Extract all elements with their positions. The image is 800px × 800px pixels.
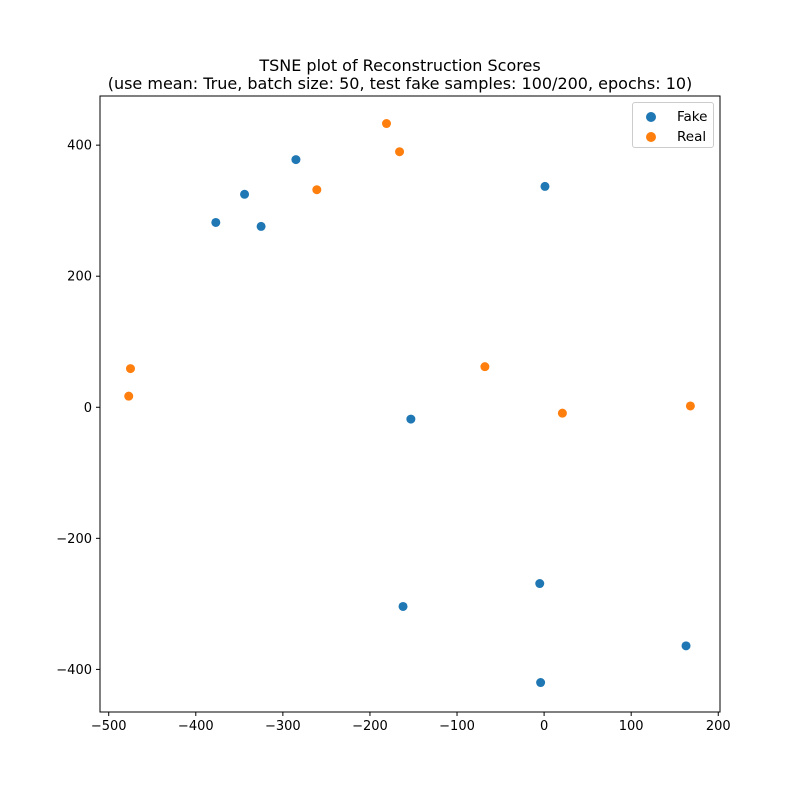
point-real: [312, 185, 322, 195]
point-fake: [256, 221, 266, 231]
point-real: [480, 362, 490, 372]
point-fake: [211, 217, 221, 227]
points-layer: [124, 119, 695, 688]
legend: Fake Real: [632, 102, 714, 148]
point-real: [685, 401, 695, 411]
point-real: [381, 119, 391, 129]
x-tick-label: −100: [439, 719, 475, 734]
x-tick-label: −500: [91, 719, 127, 734]
point-fake: [536, 678, 546, 688]
x-tick-label: 200: [706, 719, 731, 734]
y-tick-label: 400: [67, 139, 92, 154]
x-axis: −500 −400 −300 −200 −100 0 100 200: [91, 712, 731, 734]
point-real: [395, 147, 405, 157]
point-fake: [291, 155, 301, 165]
point-fake: [681, 641, 691, 651]
x-tick-label: −200: [352, 719, 388, 734]
point-fake: [540, 181, 550, 191]
legend-label-fake: Fake: [677, 109, 708, 125]
legend-marker-fake: [646, 112, 656, 122]
x-tick-label: 0: [540, 719, 548, 734]
x-tick-label: −400: [178, 719, 214, 734]
point-fake: [406, 414, 416, 424]
legend-label-real: Real: [677, 129, 707, 145]
legend-marker-real: [646, 132, 656, 142]
x-tick-label: −300: [265, 719, 301, 734]
point-real: [557, 408, 567, 418]
point-fake: [240, 189, 250, 199]
chart-title-line1: TSNE plot of Reconstruction Scores: [259, 56, 541, 75]
chart-subtitle-line2: (use mean: True, batch size: 50, test fa…: [107, 74, 693, 93]
y-tick-label: 0: [84, 401, 92, 416]
point-real: [125, 364, 135, 374]
y-axis: −400 −200 0 200 400: [56, 139, 100, 678]
x-tick-label: 100: [619, 719, 644, 734]
y-tick-label: 200: [67, 270, 92, 285]
plot-frame: [99, 95, 721, 713]
y-tick-label: −400: [56, 663, 92, 678]
point-fake: [398, 601, 408, 611]
point-real: [124, 391, 134, 401]
y-tick-label: −200: [56, 532, 92, 547]
point-fake: [535, 579, 545, 589]
